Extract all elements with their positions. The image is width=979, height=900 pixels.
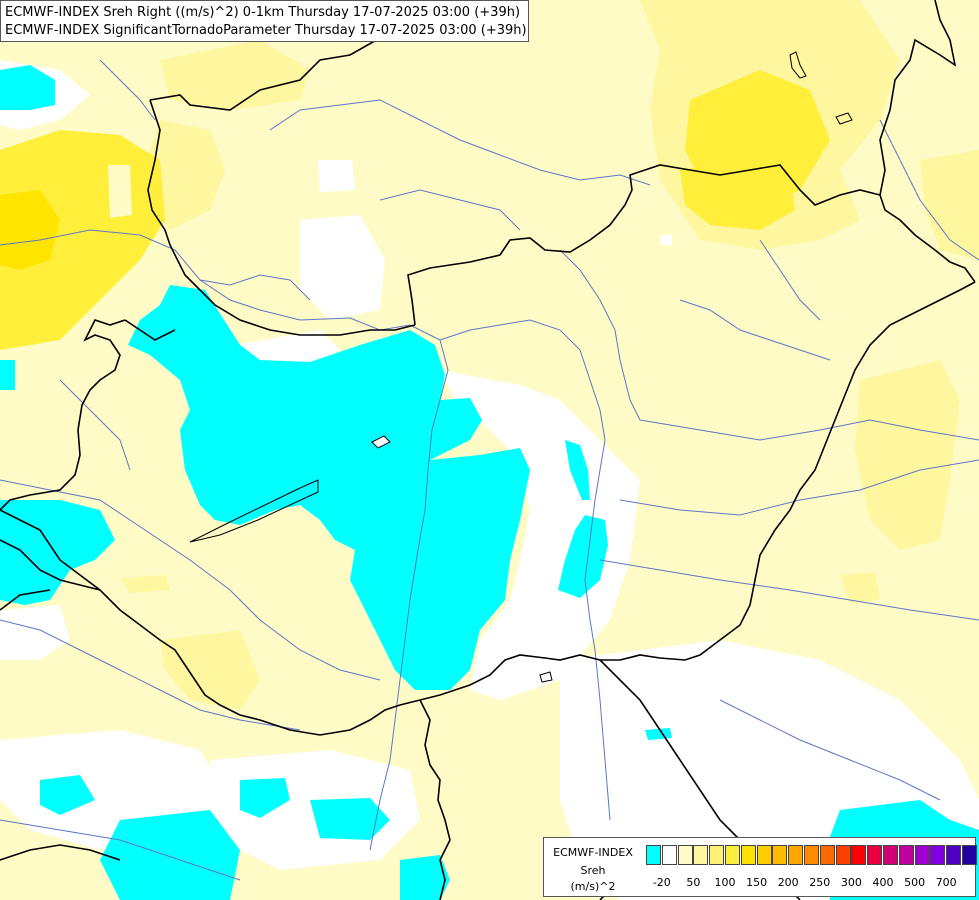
legend-tick: 100 <box>714 876 736 889</box>
legend-swatch <box>930 845 946 865</box>
legend-unit: (m/s)^2 <box>570 880 616 893</box>
legend-swatch <box>756 845 772 865</box>
legend-swatch <box>835 845 851 865</box>
legend-tick: 50 <box>686 876 701 889</box>
legend-swatch <box>883 845 898 865</box>
legend-tick: 400 <box>872 876 894 889</box>
lakes <box>189 51 853 683</box>
legend-swatch <box>867 845 883 865</box>
legend-swatch <box>819 845 835 865</box>
title-line-2: ECMWF-INDEX SignificantTornadoParameter … <box>5 23 527 38</box>
legend-swatch <box>740 845 756 865</box>
title-line-1: ECMWF-INDEX Sreh Right ((m/s)^2) 0-1km T… <box>5 5 521 20</box>
legend-tick: 500 <box>904 876 926 889</box>
legend-swatch <box>709 845 725 865</box>
legend-variable: Sreh <box>580 864 606 877</box>
legend-swatch <box>962 845 977 865</box>
legend-swatch <box>804 845 819 865</box>
legend-swatch <box>946 845 962 865</box>
legend-tick: 200 <box>777 876 799 889</box>
white-holes <box>108 165 132 218</box>
legend-swatch <box>661 845 677 865</box>
title-box: ECMWF-INDEX Sreh Right ((m/s)^2) 0-1km T… <box>0 0 529 42</box>
legend-swatch <box>914 845 930 865</box>
legend-tick: 150 <box>746 876 768 889</box>
legend-tick: 300 <box>840 876 862 889</box>
legend-swatch <box>898 845 914 865</box>
legend-swatch <box>788 845 804 865</box>
legend-swatch <box>851 845 867 865</box>
legend: ECMWF-INDEX Sreh (m/s)^2 -20 50 100 150 200 2… <box>543 837 977 897</box>
yellow-strong-areas <box>0 190 60 270</box>
rivers <box>0 59 979 881</box>
legend-title: ECMWF-INDEX <box>553 846 633 859</box>
legend-swatch <box>725 845 740 865</box>
legend-swatch <box>693 845 709 865</box>
legend-tick: -20 <box>652 876 671 889</box>
legend-swatch <box>677 845 693 865</box>
legend-tick: 250 <box>809 876 831 889</box>
legend-swatch <box>772 845 788 865</box>
legend-tick: 700 <box>935 876 957 889</box>
legend-swatch <box>646 845 661 865</box>
